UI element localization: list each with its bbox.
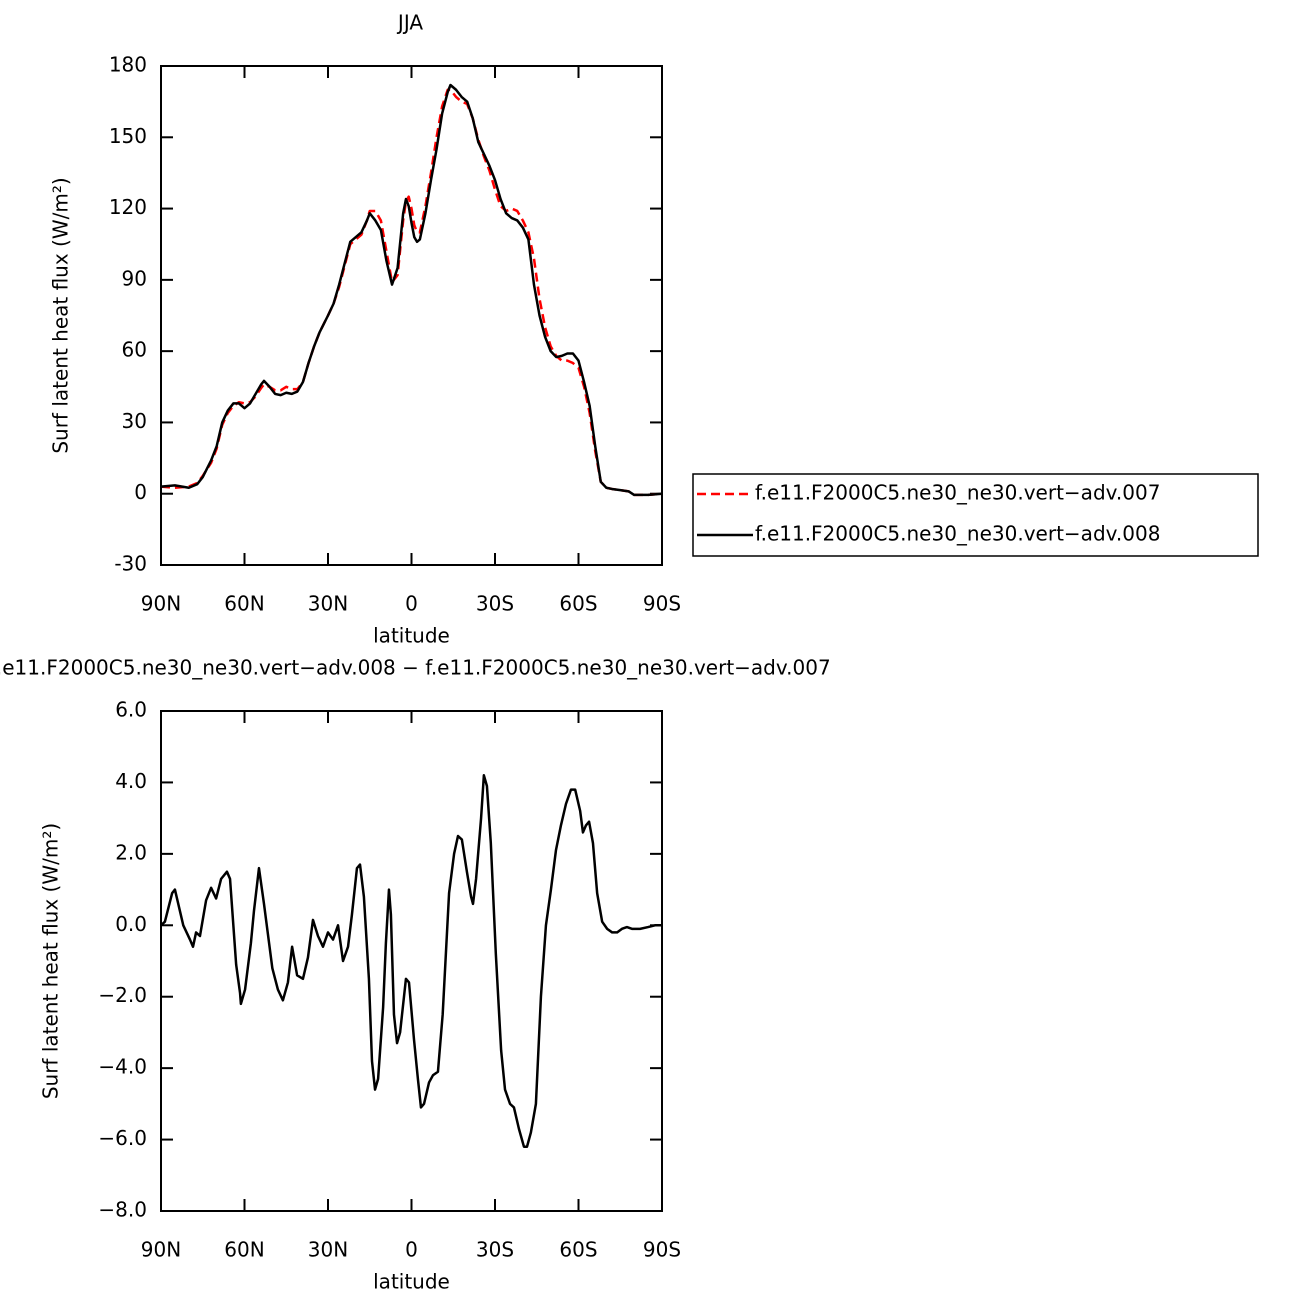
y-tick-label: −2.0 — [98, 983, 147, 1007]
y-tick-label: 30 — [122, 409, 147, 433]
y-tick-label: 120 — [109, 195, 147, 219]
legend-label: f.e11.F2000C5.ne30_ne30.vert−adv.008 — [755, 522, 1160, 546]
x-tick-label: 30S — [476, 592, 514, 616]
legend-label: f.e11.F2000C5.ne30_ne30.vert−adv.007 — [755, 481, 1160, 505]
y-tick-label: −6.0 — [98, 1126, 147, 1150]
y-axis-label: Surf latent heat flux (W/m²) — [39, 823, 63, 1099]
x-tick-label: 30N — [308, 1238, 348, 1262]
y-tick-label: 2.0 — [115, 840, 147, 864]
y-tick-label: 4.0 — [115, 769, 147, 793]
y-tick-label: 0 — [134, 480, 147, 504]
x-tick-label: 60S — [559, 592, 597, 616]
y-tick-label: −4.0 — [98, 1055, 147, 1079]
x-tick-label: 0 — [405, 1238, 418, 1262]
x-axis-label: latitude — [373, 624, 450, 648]
x-tick-label: 0 — [405, 592, 418, 616]
x-tick-label: 90S — [643, 592, 681, 616]
x-tick-label: 30N — [308, 592, 348, 616]
plot-frame — [160, 65, 663, 566]
chart-title: JJA — [396, 11, 423, 35]
x-tick-label: 60N — [224, 1238, 264, 1262]
y-tick-label: 6.0 — [115, 698, 147, 722]
chart-title: f.e11.F2000C5.ne30_ne30.vert−adv.008 − f… — [0, 656, 831, 680]
plot-frame — [160, 710, 663, 1212]
x-tick-label: 30S — [476, 1238, 514, 1262]
y-tick-label: −8.0 — [98, 1198, 147, 1222]
series-line — [160, 83, 663, 497]
x-tick-label: 90S — [643, 1238, 681, 1262]
y-tick-label: 180 — [109, 53, 147, 77]
y-axis-label: Surf latent heat flux (W/m²) — [49, 177, 73, 453]
x-tick-label: 90N — [141, 1238, 181, 1262]
y-tick-label: -30 — [114, 552, 147, 576]
y-tick-label: 90 — [122, 266, 147, 290]
x-tick-label: 60S — [559, 1238, 597, 1262]
y-tick-label: 0.0 — [115, 912, 147, 936]
series-line — [160, 774, 662, 1148]
x-axis-label: latitude — [373, 1270, 450, 1294]
y-tick-label: 150 — [109, 124, 147, 148]
x-tick-label: 60N — [224, 592, 264, 616]
y-tick-label: 60 — [122, 338, 147, 362]
series-line — [160, 88, 663, 497]
legend-box — [692, 473, 1259, 557]
x-tick-label: 90N — [141, 592, 181, 616]
